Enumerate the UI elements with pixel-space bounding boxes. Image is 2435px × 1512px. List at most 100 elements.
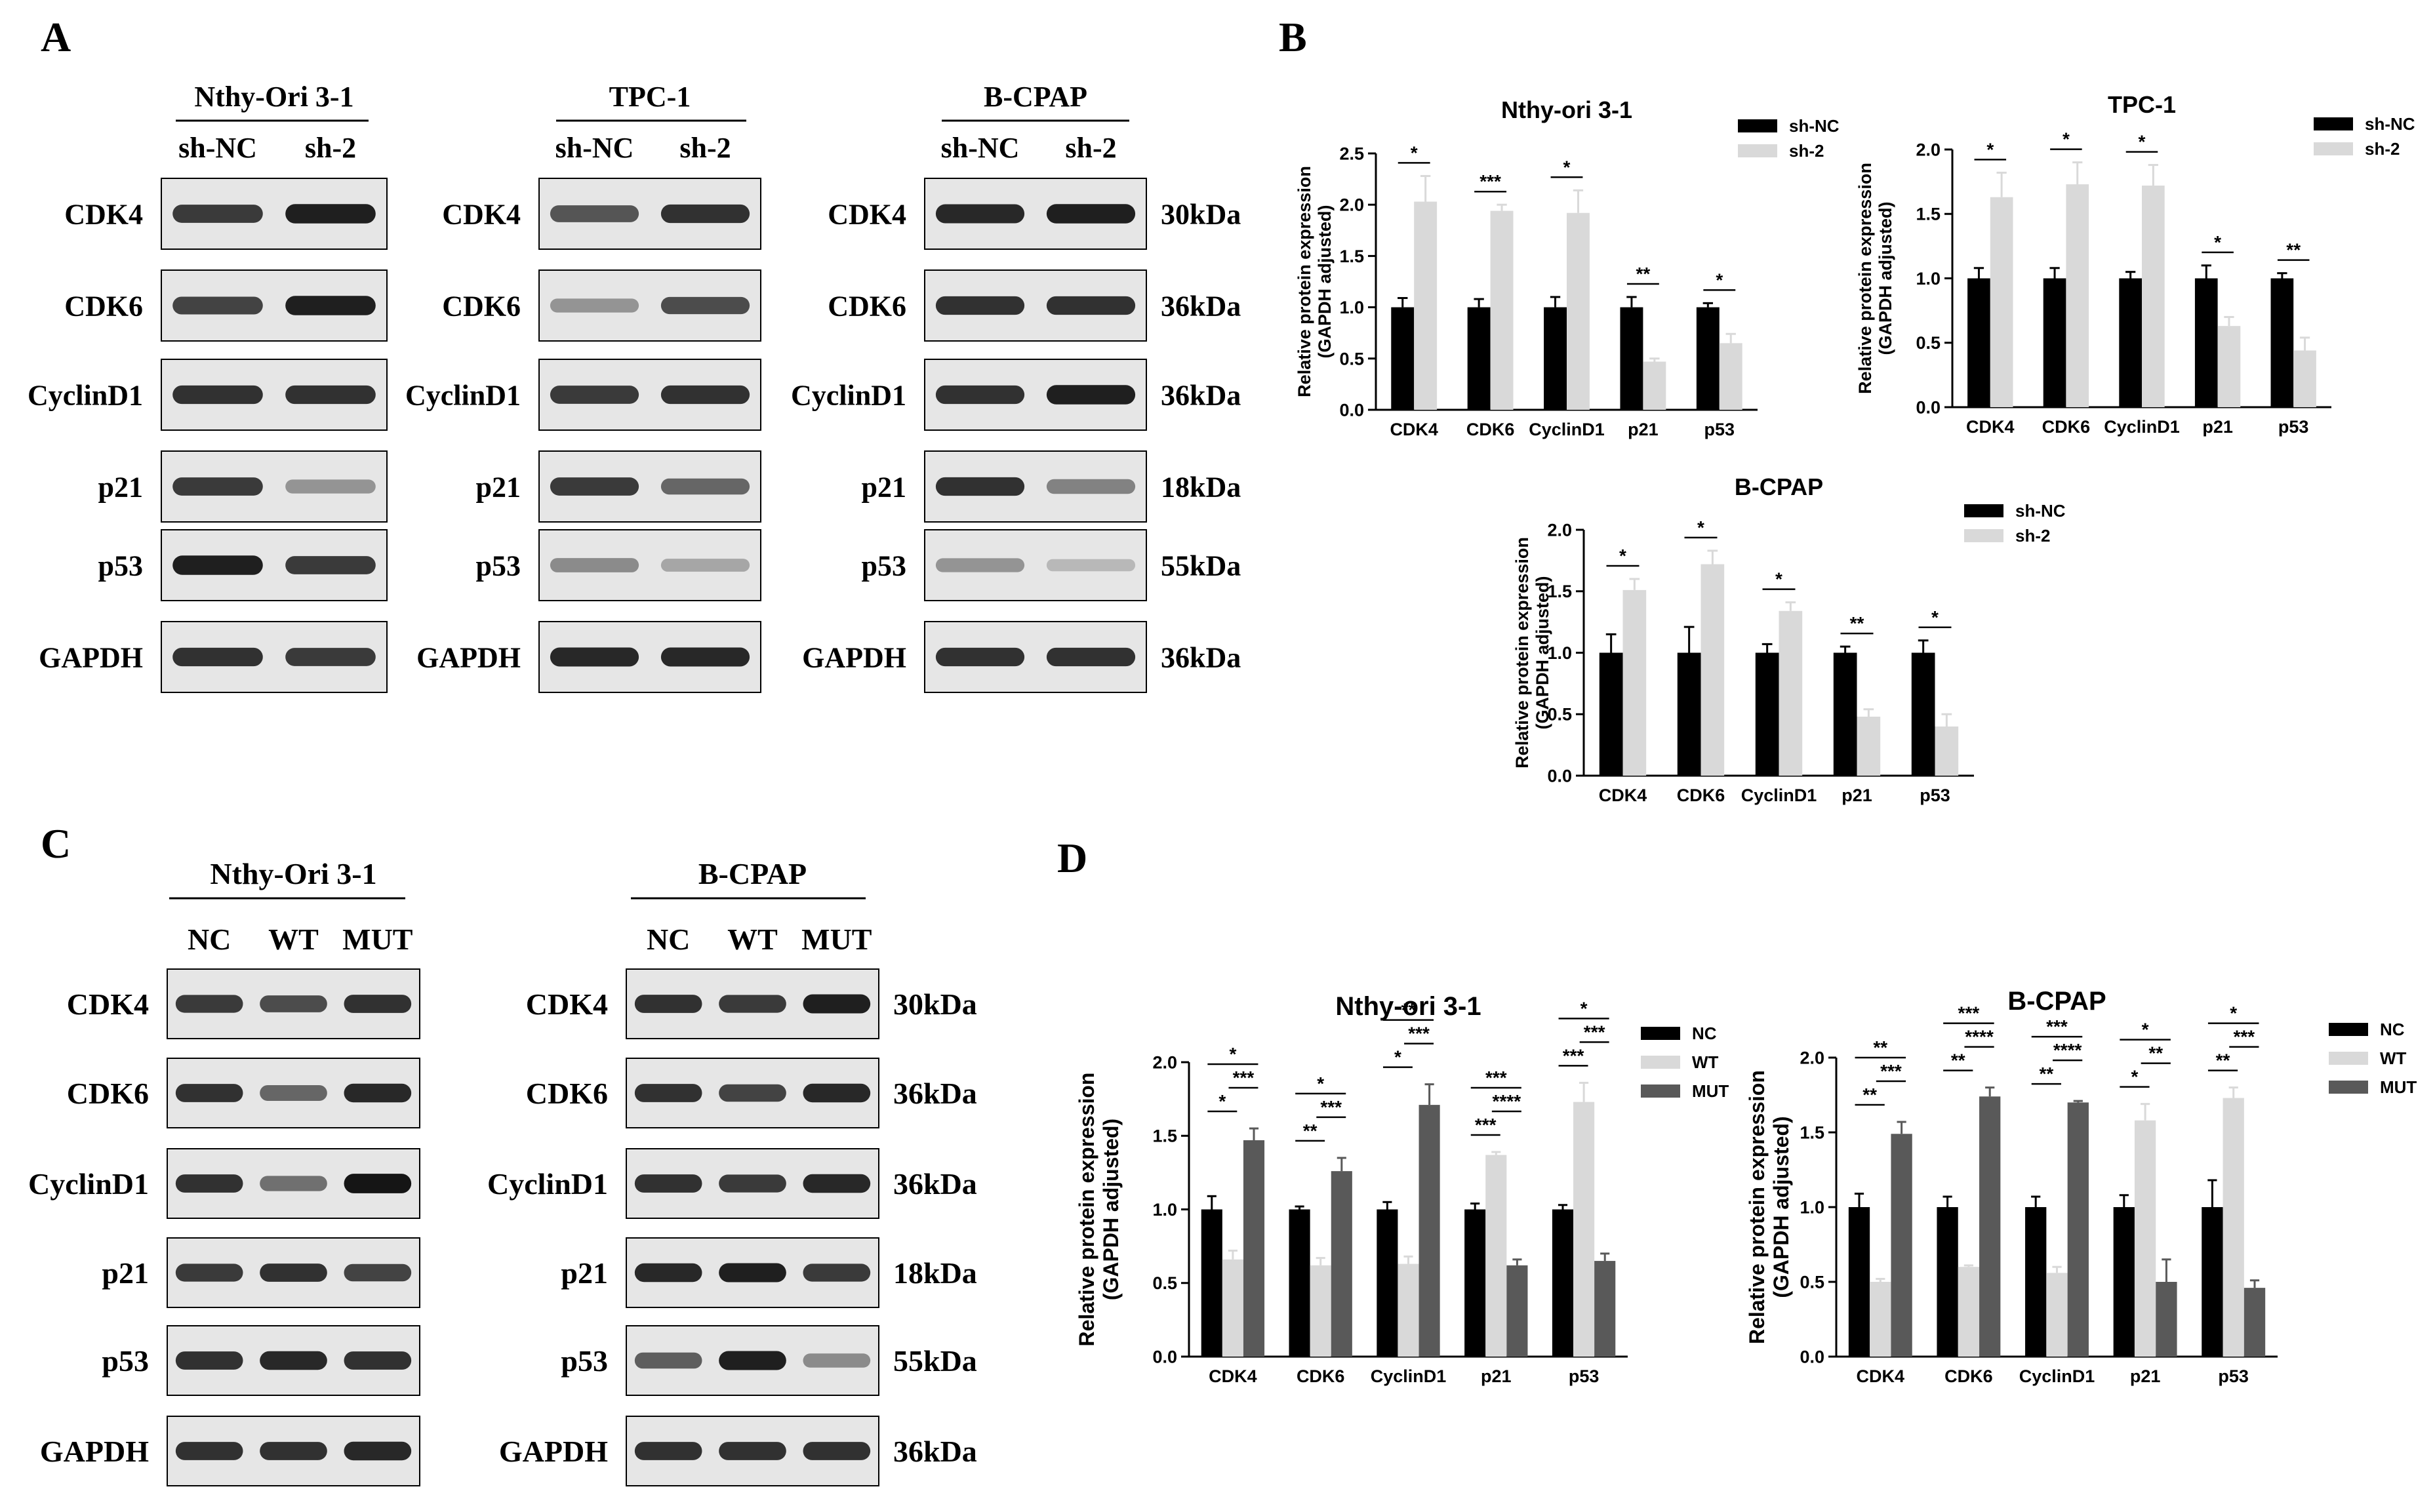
band-mut xyxy=(803,1263,871,1282)
blot-row-p21: p21 xyxy=(98,450,388,523)
band-sh-nc xyxy=(550,477,639,496)
band-mut xyxy=(803,1083,871,1103)
legend-label-wt: WT xyxy=(1692,1052,1719,1072)
series-sh-2 xyxy=(1622,549,1959,776)
legend-swatch-sh-nc xyxy=(1964,504,2003,517)
blot-row-gapdh: GAPDH xyxy=(39,621,388,693)
bar-wt-cdk4 xyxy=(1870,1282,1891,1357)
bar-nc-cyclind1 xyxy=(1377,1209,1398,1357)
lane-label-mut: MUT xyxy=(801,923,872,956)
legend-swatch-nc xyxy=(1641,1027,1680,1040)
band-wt xyxy=(260,1176,327,1191)
panel-letter-c: C xyxy=(41,820,71,867)
band-sh-nc xyxy=(172,385,263,405)
x-tick-label-cyclind1: CyclinD1 xyxy=(1741,786,1817,805)
blot-row-cdk4: CDK4 30kDa xyxy=(828,178,1241,250)
blot-title: Nthy-Ori 3-1 xyxy=(194,81,353,113)
x-tick-label-p53: p53 xyxy=(2218,1366,2249,1386)
band-sh-nc xyxy=(550,205,639,222)
band-sh-nc xyxy=(172,205,263,223)
bar-sh-nc-p21 xyxy=(1833,652,1857,776)
series-nc xyxy=(1201,1195,1574,1357)
bar-sh-2-p21 xyxy=(1857,717,1881,776)
y-tick-label: 1.5 xyxy=(1800,1123,1824,1142)
x-tick-label-p53: p53 xyxy=(1920,786,1950,805)
significance-label: * xyxy=(1580,998,1588,1018)
significance-label: * xyxy=(1317,1073,1324,1094)
protein-label-cdk6: CDK6 xyxy=(67,1077,149,1110)
band-nc xyxy=(175,1442,243,1460)
protein-label-cdk4: CDK4 xyxy=(64,198,143,230)
legend-swatch-nc xyxy=(2329,1023,2368,1036)
y-tick-label: 0.5 xyxy=(1916,333,1941,353)
bar-wt-p53 xyxy=(2223,1098,2244,1357)
chart-title: Nthy-ori 3-1 xyxy=(1501,96,1632,123)
bar-sh-2-p53 xyxy=(1719,343,1742,410)
bar-mut-p53 xyxy=(1594,1261,1616,1357)
band-nc xyxy=(175,1351,243,1370)
lane-label-sh-2: sh-2 xyxy=(305,132,356,164)
significance-label: ** xyxy=(2216,1050,2230,1071)
band-wt xyxy=(260,1263,327,1282)
bar-nc-cyclind1 xyxy=(2025,1207,2047,1357)
series-sh-nc xyxy=(1391,296,1720,410)
protein-label-cyclind1: CyclinD1 xyxy=(791,379,906,411)
band-nc xyxy=(175,995,243,1013)
bar-sh-nc-cdk4 xyxy=(1967,278,1990,407)
band-sh-2 xyxy=(660,204,750,224)
band-wt xyxy=(719,1084,786,1102)
y-axis-label-line: Relative protein expression xyxy=(1512,537,1532,768)
y-tick-label: 0.0 xyxy=(1547,766,1572,786)
bar-mut-p21 xyxy=(1506,1265,1528,1357)
y-axis-label: Relative protein expression(GAPDH adjust… xyxy=(1512,537,1552,768)
x-tick-label-cdk4: CDK4 xyxy=(1390,420,1438,439)
bar-sh-nc-cdk4 xyxy=(1391,307,1415,410)
band-sh-nc xyxy=(935,558,1025,572)
y-axis-label: Relative protein expression(GAPDH adjust… xyxy=(1295,166,1335,397)
band-nc xyxy=(634,995,702,1013)
band-sh-2 xyxy=(1046,296,1136,315)
significance-label: *** xyxy=(2046,1016,2068,1037)
chart-title: Nthy-ori 3-1 xyxy=(1335,992,1481,1021)
kda-label: 55kDa xyxy=(1161,549,1241,582)
chart-title: TPC-1 xyxy=(2108,91,2176,118)
legend-swatch-wt xyxy=(1641,1056,1680,1069)
y-axis-label-line: Relative protein expression xyxy=(1855,163,1875,394)
band-sh-2 xyxy=(660,385,750,405)
bar-nc-p21 xyxy=(2113,1207,2135,1357)
bar-mut-cdk6 xyxy=(1979,1096,2001,1357)
y-axis-label-line: Relative protein expression xyxy=(1075,1073,1098,1347)
significance-label: *** xyxy=(1479,171,1501,191)
y-axis-label-line: (GAPDH adjusted) xyxy=(1099,1119,1123,1300)
blot-title: B-CPAP xyxy=(698,857,807,890)
band-sh-nc xyxy=(935,647,1025,667)
band-sh-2 xyxy=(660,296,750,315)
significance-label: ** xyxy=(2286,240,2301,260)
band-sh-2 xyxy=(1046,385,1136,405)
band-wt xyxy=(260,1085,327,1101)
protein-label-p21: p21 xyxy=(98,471,143,503)
blot-row-p53: p53 xyxy=(102,1325,420,1396)
kda-label: 18kDa xyxy=(1161,471,1241,503)
protein-label-cdk4: CDK4 xyxy=(828,198,906,230)
blot-row-p53: p53 55kDa xyxy=(561,1325,977,1396)
series-sh-2 xyxy=(1990,161,2316,407)
band-sh-nc xyxy=(550,386,639,404)
panel-letter-b: B xyxy=(1279,14,1307,60)
lane-label-nc: NC xyxy=(188,923,231,956)
band-sh-2 xyxy=(1046,559,1136,572)
legend-swatch-sh-2 xyxy=(1738,144,1777,157)
y-axis-label: Relative protein expression(GAPDH adjust… xyxy=(1745,1070,1793,1344)
bar-sh-nc-p53 xyxy=(2270,278,2294,407)
y-tick-label: 0.5 xyxy=(1152,1273,1177,1293)
blot-row-p21: p21 xyxy=(476,450,761,523)
legend-label-sh-2: sh-2 xyxy=(2365,139,2400,159)
band-nc xyxy=(634,1352,702,1369)
legend-swatch-sh-2 xyxy=(2314,142,2353,155)
significance-label: ** xyxy=(1401,1000,1416,1020)
series-sh-nc xyxy=(1967,264,2294,407)
blot-row-cdk6: CDK6 36kDa xyxy=(828,269,1241,342)
significance-label: ** xyxy=(2148,1043,2163,1064)
band-nc xyxy=(634,1263,702,1283)
